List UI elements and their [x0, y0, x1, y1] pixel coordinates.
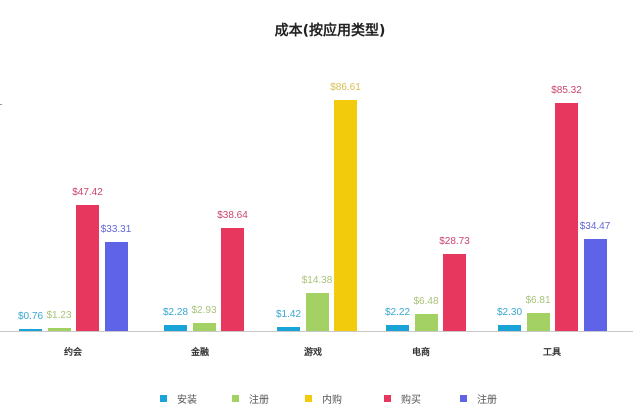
bar [414, 313, 438, 331]
legend-item[interactable]: 注册 [460, 391, 497, 406]
legend-item[interactable]: 安装 [160, 391, 197, 406]
bar-value-label: $28.73 [439, 236, 470, 248]
category-label: 电商 [411, 348, 430, 358]
bar-value-label: $2.22 [384, 307, 411, 319]
bar-value-label: $2.30 [496, 306, 523, 318]
legend-label: 注册 [477, 395, 497, 406]
x-axis-baseline [0, 331, 633, 332]
chart-title: 成本(按应用类型) [274, 23, 386, 39]
bar [221, 227, 244, 331]
bar-value-label: $38.64 [217, 209, 248, 221]
bar [277, 327, 300, 331]
category-label: 约会 [63, 348, 82, 358]
bar-value-label: $86.61 [330, 82, 361, 93]
legend-item[interactable]: 内购 [305, 391, 342, 406]
legend-swatch-icon [305, 395, 312, 402]
bar [19, 328, 42, 331]
category-label: 金融 [190, 348, 209, 358]
bar-value-label: $34.47 [579, 221, 611, 233]
bar-value-label: $33.31 [100, 224, 132, 236]
bar [334, 100, 357, 331]
bar-value-label: $2.93 [191, 305, 217, 317]
legend-item[interactable]: 购买 [384, 391, 421, 406]
bar-value-label: $85.32 [551, 85, 582, 97]
bar [498, 324, 521, 331]
legend-swatch-icon [384, 395, 391, 402]
bar-value-label: $2.28 [162, 306, 189, 318]
legend-label: 内购 [322, 395, 342, 406]
bar [76, 204, 99, 331]
legend-label: 安装 [177, 395, 197, 406]
bar-value-label: $47.42 [72, 186, 103, 198]
legend-item[interactable]: 注册 [232, 391, 269, 406]
bar [443, 254, 466, 331]
bar [192, 323, 216, 331]
bar-value-label: $14.38 [301, 274, 333, 286]
legend-label: 注册 [249, 395, 269, 406]
bar [164, 324, 187, 331]
bar [47, 327, 71, 331]
bar [526, 312, 550, 331]
category-label: 工具 [542, 348, 561, 358]
bar-value-label: $6.81 [525, 294, 551, 306]
bar [583, 239, 607, 331]
bar [555, 103, 578, 331]
bar-value-label: $1.23 [46, 309, 72, 321]
legend-swatch-icon [160, 395, 167, 402]
bar [104, 242, 128, 331]
legend: 安装 注册 内购 购买 注册 [0, 391, 640, 406]
bar-value-label: $1.42 [275, 309, 302, 321]
bar-value-label: $0.76 [17, 310, 44, 322]
legend-swatch-icon [232, 395, 239, 402]
bar [386, 325, 409, 331]
legend-label: 购买 [401, 395, 421, 406]
bar [305, 292, 329, 331]
legend-swatch-icon [460, 395, 467, 402]
y-axis-tick [0, 104, 2, 105]
category-label: 游戏 [303, 348, 322, 358]
bar-value-label: $6.48 [413, 295, 439, 307]
